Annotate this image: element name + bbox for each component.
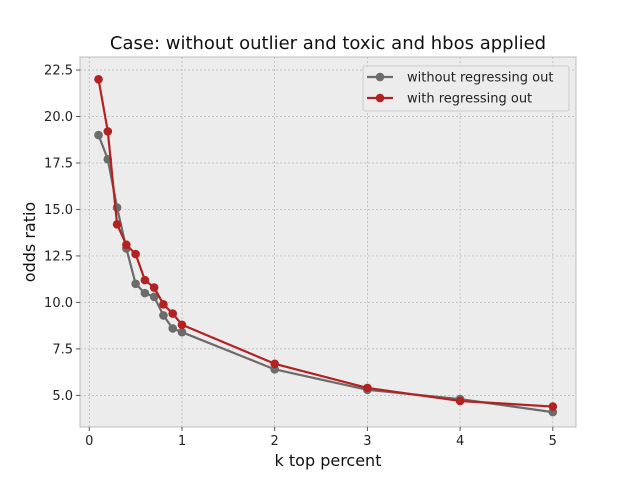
data-point: [270, 359, 279, 369]
data-point: [159, 311, 168, 320]
y-axis-label: odds ratio: [20, 202, 39, 282]
x-axis-label: k top percent: [275, 451, 382, 470]
series-line: [97, 134, 553, 414]
y-tick-label: 15.0: [44, 203, 73, 218]
data-point: [177, 327, 187, 337]
y-tick-label: 5.0: [52, 389, 73, 404]
x-axis-ticks: 0 1 2 3 4 5: [85, 427, 557, 449]
x-tick-label: 1: [178, 434, 186, 449]
legend-entry: without regressing out: [367, 71, 553, 86]
data-point: [122, 240, 131, 250]
data-point: [149, 292, 159, 302]
legend-entries: without regressing out with regressing ou…: [367, 71, 553, 107]
legend-box: [362, 65, 570, 112]
y-tick-label: 7.5: [52, 342, 73, 357]
data-point: [177, 320, 187, 330]
data-point: [131, 249, 140, 259]
legend-label: without regressing out: [407, 71, 553, 86]
x-tick-label: 5: [549, 434, 557, 449]
data-point: [455, 396, 465, 406]
x-tick-label: 3: [363, 434, 371, 449]
plot-area: [79, 56, 577, 428]
x-tick-label: 2: [271, 434, 279, 449]
y-tick-label: 22.5: [44, 64, 73, 79]
data-point: [94, 130, 103, 140]
data-point: [149, 283, 159, 292]
data-point: [548, 402, 558, 411]
x-tick-label: 4: [456, 434, 464, 449]
legend-entry: with regressing out: [367, 92, 532, 107]
data-point: [140, 288, 150, 298]
y-tick-label: 17.5: [44, 156, 73, 171]
y-axis-ticks: 5.0 7.5 10.0 12.5 15.0 17.5 20.0 22.5: [44, 64, 80, 404]
data-point: [131, 279, 140, 289]
chart-title: Case: without outlier and toxic and hbos…: [110, 33, 546, 54]
legend-label: with regressing out: [407, 92, 532, 107]
x-tick-label: 0: [85, 434, 93, 449]
data-point: [168, 309, 178, 318]
data-point: [159, 299, 168, 309]
legend-marker: [375, 93, 385, 103]
y-tick-label: 12.5: [44, 249, 73, 264]
y-tick-label: 10.0: [44, 296, 73, 311]
legend: without regressing out with regressing ou…: [362, 65, 570, 112]
data-point: [363, 383, 372, 393]
data-point: [103, 127, 113, 136]
data-point: [168, 324, 178, 333]
legend-marker: [375, 72, 385, 82]
y-tick-label: 20.0: [44, 110, 73, 125]
series-layer: [94, 75, 558, 417]
data-point: [94, 75, 103, 84]
data-point: [112, 220, 122, 229]
data-point: [140, 275, 150, 285]
series-2: [94, 75, 558, 411]
